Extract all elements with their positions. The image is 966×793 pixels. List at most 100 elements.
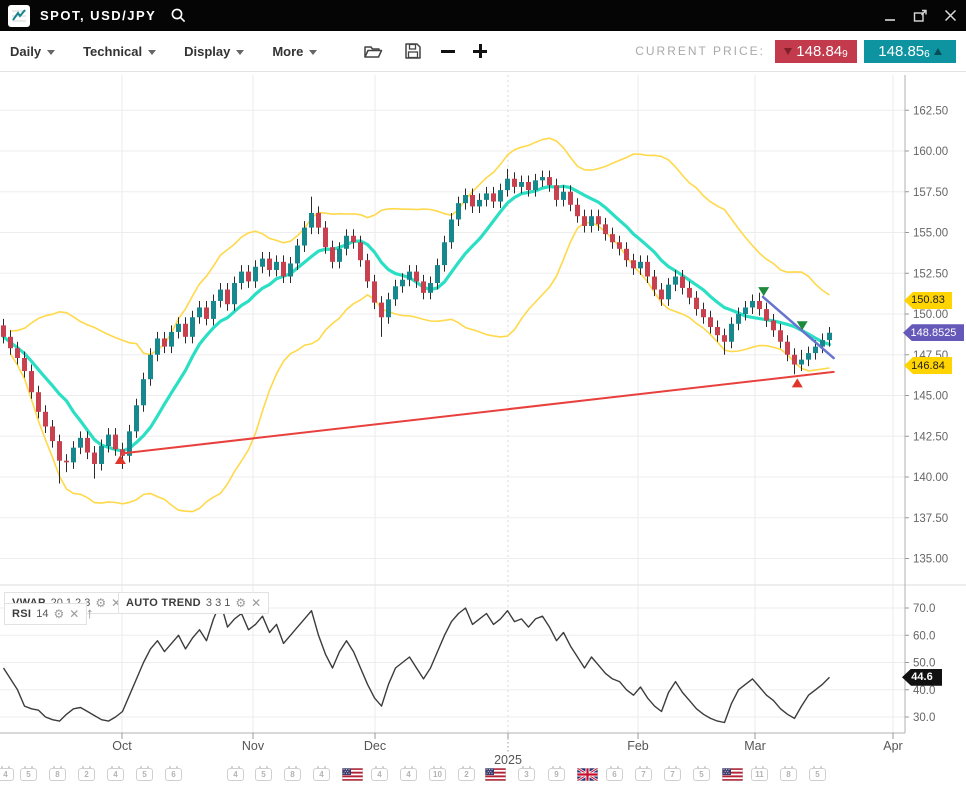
gear-icon[interactable]: ⚙ [53,607,65,621]
chevron-down-icon [236,49,245,55]
zoom-out-button[interactable] [439,42,457,60]
open-folder-icon[interactable] [361,39,385,63]
gridlines-layer [0,75,966,733]
toolbar: Daily Technical Display More CURRENT PRI… [0,31,966,72]
close-icon[interactable]: ✕ [69,607,80,621]
bid-price-pip: 9 [842,48,848,60]
axis-tick-label: 2025 [494,753,522,767]
auto-trend-line [761,295,835,360]
event-calendar-icon[interactable]: 6 [606,766,623,781]
axes-layer: 162.50160.00157.50155.00152.50150.00147.… [0,75,948,767]
title-bar: SPOT, USD/JPY [0,0,966,31]
price-axis-tag-last_price: 148.8525 [903,324,964,342]
event-flag-us-icon[interactable] [484,767,507,786]
menu-timeframe-daily[interactable]: Daily [10,44,56,59]
close-icon[interactable] [942,8,958,24]
event-calendar-icon[interactable]: 4 [371,766,388,781]
zoom-in-button[interactable] [471,42,489,60]
event-calendar-icon[interactable]: 4 [227,766,244,781]
gear-icon[interactable]: ⚙ [95,596,107,610]
menu-technical[interactable]: Technical [83,43,157,59]
price-axis-tag-rsi_value: 44.6 [902,668,942,686]
chart-canvas[interactable]: 162.50160.00157.50155.00152.50150.00147.… [0,72,966,788]
event-calendar-icon[interactable]: 9 [548,766,565,781]
axis-tick-label: 60.0 [913,630,935,642]
axis-tick-label: 155.00 [913,228,948,240]
axis-tick-label: Mar [744,739,766,753]
event-calendar-icon[interactable]: 11 [751,766,768,781]
search-icon[interactable] [170,7,187,24]
bid-price-button[interactable]: 148.84 9 [775,39,857,63]
axis-tick-label: 70.0 [913,603,935,615]
rsi-label: RSI [12,608,32,620]
indicator-chip-rsi: RSI 14 ⚙ ✕ [4,603,88,625]
axis-tick-label: 160.00 [913,146,948,158]
axis-tick-label: 145.00 [913,391,948,403]
price-axis-tag-band_lower: 146.84 [904,357,952,374]
support-trendline [121,370,835,455]
upper-band-line [10,137,830,356]
bid-price: 148.84 [796,42,843,60]
axis-tick-label: Dec [364,739,386,753]
sell-signal-triangle-icon [758,287,770,297]
axis-tick-label: 152.50 [913,268,948,280]
event-calendar-icon[interactable]: 8 [284,766,301,781]
menu-label: Technical [83,43,143,59]
autotrend-label: AUTO TREND [126,597,201,609]
event-calendar-icon[interactable]: 8 [780,766,797,781]
axis-tick-label: 30.0 [913,712,935,724]
event-calendar-icon[interactable]: 5 [20,766,37,781]
event-calendar-icon[interactable]: 2 [458,766,475,781]
event-calendar-icon[interactable]: 7 [664,766,681,781]
event-calendar-icon[interactable]: 7 [635,766,652,781]
close-icon[interactable]: ✕ [111,596,122,610]
event-flag-us-icon[interactable] [341,767,364,786]
axis-tick-label: 137.50 [913,513,948,525]
event-calendar-icon[interactable]: 5 [136,766,153,781]
axis-tick-label: 162.50 [913,105,948,117]
chevron-down-icon [148,49,157,55]
vwap-center-line [1,184,832,453]
event-calendar-icon[interactable]: 4 [400,766,417,781]
popout-window-button[interactable] [912,8,928,24]
menu-more[interactable]: More [272,43,318,59]
event-calendar-icon[interactable]: 2 [78,766,95,781]
rsi-params: 14 [36,608,49,620]
axis-tick-label: Feb [627,739,649,753]
close-icon[interactable]: ✕ [251,596,262,610]
save-icon[interactable] [401,39,425,63]
event-calendar-icon[interactable]: 4 [0,766,14,781]
current-price-group: CURRENT PRICE: 148.84 9 148.85 6 [635,39,956,63]
chart-area: 162.50 160.00 157.50 155.00 152.50 150.00 147.… [0,72,966,788]
event-calendar-icon[interactable]: 8 [49,766,66,781]
vwap-bands-layer [9,137,830,513]
event-calendar-icon[interactable]: 3 [518,766,535,781]
arrow-up-icon [933,47,942,55]
ask-price-button[interactable]: 148.85 6 [864,39,956,63]
buy-signal-triangle-icon [114,454,126,464]
event-calendar-icon[interactable]: 5 [255,766,272,781]
event-calendar-icon[interactable]: 6 [165,766,182,781]
move-panel-up-icon[interactable]: ↑ [86,605,94,622]
axis-tick-label: Nov [242,739,265,753]
event-calendar-icon[interactable]: 5 [693,766,710,781]
menu-label: More [272,43,304,59]
event-calendar-icon[interactable]: 10 [429,766,446,781]
signal-markers-layer [114,287,808,464]
arrow-down-icon [784,47,793,55]
axis-tick-label: 140.00 [913,472,948,484]
rsi-line [2,601,830,724]
axis-tick-label: 150.00 [913,309,948,321]
menu-display[interactable]: Display [184,44,245,59]
event-flag-us-icon[interactable] [721,767,744,786]
event-calendar-icon[interactable]: 5 [809,766,826,781]
event-calendar-icon[interactable]: 4 [107,766,124,781]
trendlines-layer [121,295,835,455]
event-calendar-icon[interactable]: 4 [313,766,330,781]
axis-tick-label: 157.50 [913,187,948,199]
axis-tick-label: 142.50 [913,431,948,443]
event-flag-gb-icon[interactable] [576,766,599,786]
window-title: SPOT, USD/JPY [40,8,157,23]
gear-icon[interactable]: ⚙ [235,596,247,610]
minimize-button[interactable] [882,8,898,24]
